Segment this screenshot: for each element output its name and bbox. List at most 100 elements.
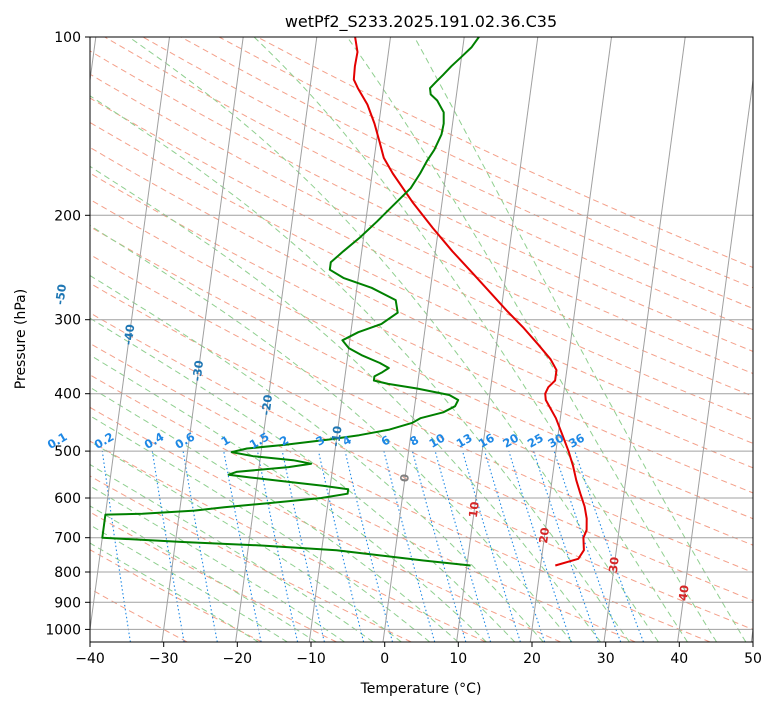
isotherm-label: 0 [397, 473, 412, 483]
moist-adiabat-line [90, 415, 431, 642]
isotherm-label: 20 [536, 527, 552, 545]
x-tick-label: −30 [149, 651, 179, 667]
sounding-profiles [101, 37, 588, 567]
isotherm-label: 40 [676, 584, 692, 602]
isotherm-line [382, 37, 465, 642]
y-tick-label: 900 [54, 595, 81, 611]
mixing-ratio-label: 20 [500, 431, 521, 451]
mixing-ratio-line [434, 450, 492, 642]
dry-adiabat-line [90, 282, 753, 602]
mixing-ratio-label: 13 [454, 431, 475, 451]
y-tick-label: 1000 [45, 622, 81, 638]
axes: −40 −30 −20 −10 0 10 20 30 40 5010020030040050060… [45, 30, 762, 667]
y-tick-label: 300 [54, 313, 81, 329]
dry-adiabat-line [90, 312, 753, 630]
dry-adiabat-line [90, 121, 753, 444]
isotherm-line [603, 37, 686, 642]
isotherm-label: -20 [259, 394, 276, 416]
isotherm-label: -50 [52, 283, 69, 305]
dry-adiabat-line [90, 549, 263, 642]
moist-adiabat-line [90, 165, 601, 642]
mixing-ratio-line [461, 450, 521, 642]
y-tick-label: 500 [54, 444, 81, 460]
x-tick-label: 10 [449, 651, 467, 667]
mixing-ratio-line [383, 450, 436, 642]
mixing-ratio-line [281, 450, 325, 642]
isotherm-line [529, 37, 612, 642]
x-tick-label: 0 [380, 651, 389, 667]
isotherm-label: -30 [190, 360, 207, 382]
y-tick-label: 400 [54, 387, 81, 403]
mixing-ratio-line [553, 450, 622, 642]
mixing-ratio-line [574, 450, 645, 642]
mixing-ratio-label: 25 [525, 431, 546, 451]
temperature-profile-line [352, 37, 588, 567]
moist-adiabat-line [128, 37, 659, 642]
chart-title: wetPf2_S233.2025.191.02.36.C35 [285, 12, 557, 32]
dry-adiabat-line [90, 97, 753, 421]
background-lines [90, 37, 753, 642]
dry-adiabat-line [90, 440, 487, 642]
isotherm-line [90, 37, 170, 634]
dry-adiabat-line [90, 342, 711, 642]
isotherm-line [677, 76, 753, 642]
moist-adiabat-line [90, 95, 630, 642]
dry-adiabat-line [90, 226, 753, 546]
moist-adiabat-line [346, 37, 718, 642]
mixing-ratio-line [484, 450, 546, 642]
mixing-ratio-label: 10 [427, 431, 448, 451]
mixing-ratio-line [508, 450, 572, 642]
dry-adiabat-line [104, 37, 753, 352]
moist-adiabat-line [90, 440, 402, 642]
y-tick-label: 800 [54, 565, 81, 581]
y-axis-label: Pressure (hPa) [13, 289, 29, 389]
isotherm-line [235, 37, 318, 642]
moist-adiabat-line [90, 463, 374, 642]
x-tick-label: 30 [597, 651, 615, 667]
mixing-ratio-line [256, 450, 299, 642]
x-tick-label: 40 [670, 651, 688, 667]
mixing-ratio-line [317, 450, 365, 642]
mixing-ratio-line [223, 450, 262, 642]
moist-adiabat-line [413, 37, 747, 642]
isotherm-label: -10 [328, 425, 345, 447]
dry-adiabat-line [142, 37, 753, 331]
y-tick-label: 600 [54, 491, 81, 507]
plot-frame [89, 36, 754, 643]
moist-adiabat-line [90, 224, 573, 642]
mixing-ratio-label: 16 [476, 431, 497, 451]
dry-adiabat-line [90, 254, 753, 573]
mixing-ratio-line [533, 450, 599, 642]
x-tick-label: −10 [296, 651, 326, 667]
moist-adiabat-line [90, 386, 459, 642]
x-tick-label: −40 [75, 651, 105, 667]
mixing-ratio-line [411, 450, 467, 642]
moist-adiabat-line [90, 317, 516, 642]
mixing-ratio-label: 30 [545, 431, 566, 451]
isotherm-line [308, 37, 391, 642]
moist-adiabat-line [90, 542, 259, 642]
dry-adiabat-line [90, 406, 561, 642]
isotherm-label: -40 [121, 323, 138, 345]
moist-adiabat-line [90, 274, 544, 642]
dry-adiabat-line [90, 198, 753, 520]
in-plot-labels: -100-90-80-70-60-50-40-30-20-10010203040… [0, 238, 692, 602]
x-axis-label: Temperature (°C) [360, 681, 482, 697]
x-tick-label: −20 [223, 651, 253, 667]
moist-adiabat-line [90, 524, 288, 642]
x-tick-label: 20 [523, 651, 541, 667]
x-tick-label: 50 [744, 651, 762, 667]
moist-adiabat-line [90, 354, 487, 642]
y-tick-label: 700 [54, 531, 81, 547]
y-tick-label: 200 [54, 208, 81, 224]
moist-adiabat-line [253, 37, 688, 642]
dry-adiabat-line [218, 37, 753, 289]
isotherm-label: 30 [606, 556, 622, 574]
dry-adiabat-line [90, 511, 337, 642]
y-tick-label: 100 [54, 30, 81, 46]
mixing-ratio-label: 36 [566, 431, 587, 451]
dry-adiabat-line [90, 172, 753, 494]
